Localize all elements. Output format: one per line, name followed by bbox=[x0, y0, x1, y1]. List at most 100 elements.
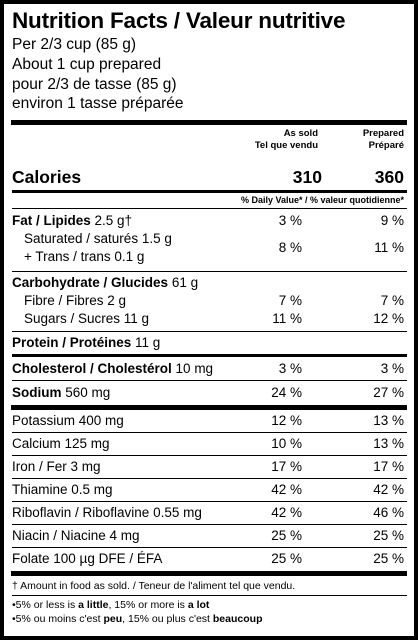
as-sold-en: As sold bbox=[283, 128, 318, 140]
dv-header-row: % Daily Value* / % valeur quotidienne* bbox=[12, 193, 404, 208]
divider bbox=[12, 380, 407, 382]
nutrient-row: Potassium 400 mg 12 % 13 % bbox=[12, 410, 404, 432]
nutrient-label: Potassium 400 mg bbox=[12, 413, 124, 429]
calories-prepared: 360 bbox=[374, 167, 404, 188]
label-title: Nutrition Facts / Valeur nutritive bbox=[12, 8, 346, 33]
divider-medium bbox=[12, 190, 407, 194]
footnote-bold: a lot bbox=[187, 599, 210, 612]
sodium-label: Sodium bbox=[12, 385, 62, 401]
sugars-prepared: 12 % bbox=[373, 311, 404, 327]
footnote-text: •5% or less is bbox=[12, 599, 79, 612]
nutrient-as-sold: 42 % bbox=[271, 482, 302, 498]
serving-size-en: Per 2/3 cup (85 g) bbox=[12, 36, 137, 53]
carbohydrate-label: Carbohydrate / Glucides bbox=[12, 275, 169, 291]
divider bbox=[12, 524, 407, 526]
nutrient-prepared: 46 % bbox=[373, 505, 404, 521]
sodium-as-sold: 24 % bbox=[271, 385, 302, 401]
nutrient-as-sold: 17 % bbox=[271, 459, 302, 475]
serving-size-fr: pour 2/3 de tasse (85 g) bbox=[12, 75, 177, 93]
dv-header: % Daily Value* / % valeur quotidienne* bbox=[240, 195, 404, 206]
divider bbox=[12, 547, 407, 549]
fat-prepared: 9 % bbox=[380, 213, 404, 229]
cholesterol-amount: 10 mg bbox=[175, 361, 214, 377]
footnote-text: , 15% ou plus c'est bbox=[122, 613, 213, 626]
fibre-as-sold: 7 % bbox=[278, 293, 302, 309]
sodium-row: Sodium 560 mg 24 % 27 % bbox=[12, 384, 404, 402]
divider bbox=[12, 501, 407, 503]
nutrient-label: Thiamine 0.5 mg bbox=[12, 482, 113, 498]
nutrient-row: Folate 100 µg DFE / ÉFA 25 % 25 % bbox=[12, 548, 404, 570]
cholesterol-as-sold: 3 % bbox=[278, 361, 302, 377]
divider-thick bbox=[11, 120, 407, 126]
sugars-row: Sugars / Sucres 11 g 11 % 12 % bbox=[12, 310, 404, 328]
fibre-label: Fibre / Fibres 2 g bbox=[24, 293, 127, 309]
protein-row: Protein / Protéines 11 g bbox=[12, 334, 404, 352]
nutrient-prepared: 17 % bbox=[373, 459, 404, 475]
divider-thick bbox=[11, 405, 407, 411]
calories-label: Calories bbox=[12, 167, 82, 188]
nutrient-label: Folate 100 µg DFE / ÉFA bbox=[12, 551, 163, 567]
footnote-bold: peu bbox=[103, 613, 123, 626]
nutrient-row: Niacin / Niacine 4 mg 25 % 25 % bbox=[12, 525, 404, 547]
nutrient-prepared: 13 % bbox=[373, 413, 404, 429]
nutrient-label: Iron / Fer 3 mg bbox=[12, 459, 101, 475]
nutrient-prepared: 42 % bbox=[373, 482, 404, 498]
divider-medium bbox=[12, 354, 407, 358]
nutrient-label: Calcium 125 mg bbox=[12, 436, 110, 452]
sodium-amount: 560 mg bbox=[65, 385, 111, 401]
saturated-as-sold: 8 % bbox=[278, 240, 302, 256]
footnote-dv-en: •5% or less is a little, 15% or more is … bbox=[12, 598, 404, 612]
footnote-text: , 15% or more is bbox=[108, 599, 188, 612]
nutrient-row: Thiamine 0.5 mg 42 % 42 % bbox=[12, 479, 404, 501]
nutrient-prepared: 25 % bbox=[373, 528, 404, 544]
nutrient-prepared: 25 % bbox=[373, 551, 404, 567]
sugars-as-sold: 11 % bbox=[272, 311, 302, 327]
divider bbox=[12, 271, 407, 273]
nutrient-as-sold: 25 % bbox=[271, 551, 302, 567]
fat-amount: 2.5 g† bbox=[94, 213, 133, 229]
vitamins-minerals-list: Potassium 400 mg 12 % 13 % Calcium 125 mg 10… bbox=[12, 410, 407, 570]
divider bbox=[12, 478, 407, 480]
nutrient-as-sold: 25 % bbox=[271, 528, 302, 544]
divider bbox=[12, 208, 407, 210]
fibre-row: Fibre / Fibres 2 g 7 % 7 % bbox=[12, 292, 404, 310]
sugars-label: Sugars / Sucres 11 g bbox=[24, 311, 150, 327]
nutrient-prepared: 13 % bbox=[373, 436, 404, 452]
protein-label: Protein / Protéines bbox=[12, 335, 132, 351]
nutrient-label: Niacin / Niacine 4 mg bbox=[12, 528, 140, 544]
column-as-sold: As sold Tel que vendu bbox=[255, 128, 318, 152]
trans-label: + Trans / trans 0.1 g bbox=[24, 249, 145, 265]
cholesterol-prepared: 3 % bbox=[380, 361, 404, 377]
calories-as-sold: 310 bbox=[292, 167, 322, 188]
nutrient-as-sold: 42 % bbox=[271, 505, 302, 521]
footnote-dv-fr: •5% ou moins c'est peu, 15% ou plus c'es… bbox=[12, 612, 404, 626]
serving-prepared-fr: environ 1 tasse préparée bbox=[12, 95, 184, 113]
protein-amount: 11 g bbox=[135, 335, 161, 351]
nutrient-as-sold: 12 % bbox=[271, 413, 302, 429]
column-prepared: Prepared Préparé bbox=[363, 128, 404, 152]
divider-thick bbox=[11, 571, 407, 577]
prepared-en: Prepared bbox=[362, 128, 404, 140]
carbohydrate-amount: 61 g bbox=[171, 275, 199, 291]
divider bbox=[12, 455, 407, 457]
prepared-fr: Préparé bbox=[368, 140, 404, 152]
serving-prepared-en: About 1 cup prepared bbox=[12, 55, 162, 73]
column-headers: As sold Tel que vendu Prepared Préparé bbox=[12, 125, 404, 165]
divider bbox=[12, 595, 407, 597]
calories-row: Calories 310 360 bbox=[12, 165, 404, 190]
cholesterol-label: Cholesterol / Cholestérol bbox=[12, 361, 172, 377]
nutrient-as-sold: 10 % bbox=[271, 436, 302, 452]
as-sold-fr: Tel que vendu bbox=[254, 140, 318, 152]
divider bbox=[12, 432, 407, 434]
footnote-text: •5% ou moins c'est bbox=[12, 613, 104, 626]
fat-label: Fat / Lipides bbox=[12, 213, 91, 229]
saturated-row: Saturated / saturés 1.5 g + Trans / tran… bbox=[12, 230, 404, 268]
nutrient-row: Riboflavin / Riboflavine 0.55 mg 42 % 46 % bbox=[12, 502, 404, 524]
nutrient-label: Riboflavin / Riboflavine 0.55 mg bbox=[12, 505, 202, 521]
sodium-prepared: 27 % bbox=[373, 385, 404, 401]
footnote-bold: a little bbox=[78, 599, 109, 612]
saturated-label: Saturated / saturés 1.5 g bbox=[24, 231, 172, 247]
divider bbox=[12, 331, 407, 333]
footnote-dagger: † Amount in food as sold. / Teneur de l'… bbox=[12, 580, 296, 593]
